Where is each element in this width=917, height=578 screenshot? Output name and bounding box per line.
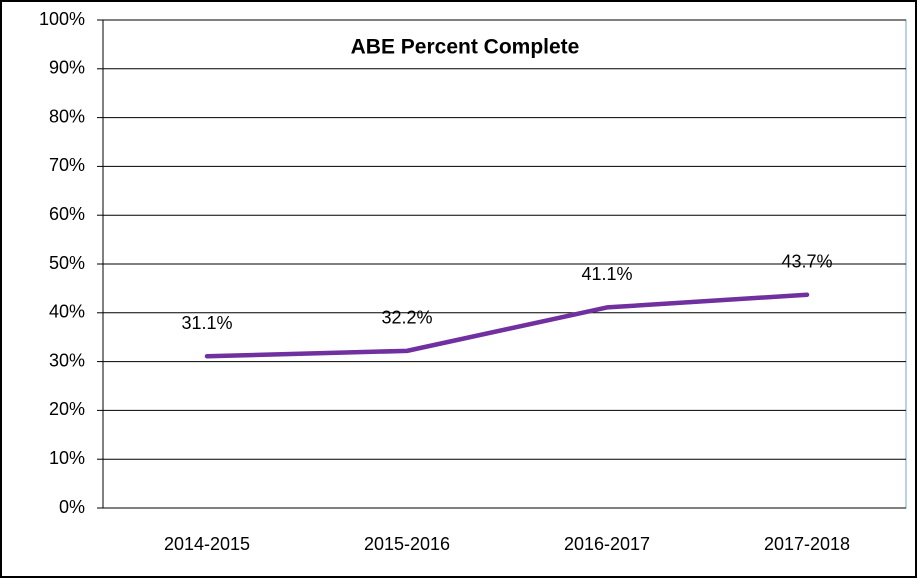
x-tick-label: 2015-2016	[364, 534, 450, 554]
y-tick-label: 70%	[49, 155, 85, 175]
y-tick-label: 20%	[49, 399, 85, 419]
y-tick-label: 80%	[49, 106, 85, 126]
x-tick-label: 2014-2015	[164, 534, 250, 554]
y-tick-label: 0%	[59, 497, 85, 517]
y-tick-label: 50%	[49, 253, 85, 273]
data-label: 32.2%	[381, 308, 432, 328]
x-tick-label: 2016-2017	[564, 534, 650, 554]
y-tick-label: 60%	[49, 204, 85, 224]
data-line	[204, 292, 810, 359]
data-label: 43.7%	[781, 251, 832, 271]
chart-title: ABE Percent Complete	[351, 36, 580, 59]
y-tick-label: 40%	[49, 302, 85, 322]
y-tick-label: 90%	[49, 58, 85, 78]
x-tick-label: 2017-2018	[764, 534, 850, 554]
y-tick-label: 10%	[49, 448, 85, 468]
y-tick-label: 30%	[49, 350, 85, 370]
y-tick-label: 100%	[39, 9, 85, 29]
data-label: 31.1%	[181, 313, 232, 333]
data-label: 41.1%	[581, 264, 632, 284]
